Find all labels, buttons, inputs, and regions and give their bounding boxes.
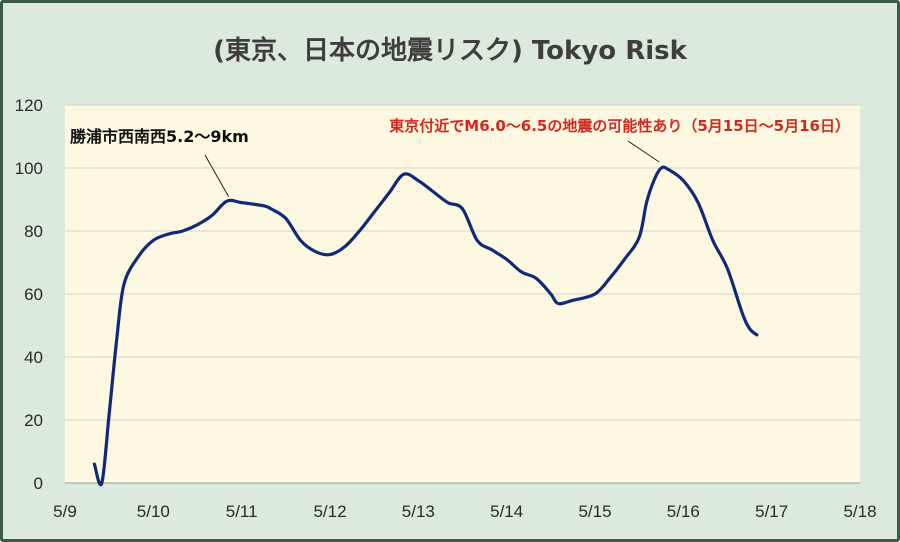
y-tick-label: 20 [24, 411, 43, 430]
x-tick-label: 5/18 [843, 502, 876, 521]
series-line [92, 165, 759, 487]
annotation-tokyo-m6: 東京付近でM6.0～6.5の地震の可能性あり（5月15日～5月16日） [389, 117, 850, 135]
x-tick-label: 5/15 [578, 502, 611, 521]
x-tick-label: 5/12 [313, 502, 346, 521]
x-tick-label: 5/13 [402, 502, 435, 521]
y-tick-label: 80 [24, 222, 43, 241]
gridlines [65, 104, 860, 484]
y-tick-label: 120 [15, 96, 43, 115]
annotation-leader-line [627, 140, 660, 163]
y-tick-label: 0 [34, 474, 43, 493]
chart-title: (東京、日本の地震リスク) Tokyo Risk [213, 36, 687, 66]
x-tick-label: 5/16 [667, 502, 700, 521]
x-tick-label: 5/11 [226, 502, 258, 521]
y-axis-ticks: 0 20 40 60 80 100 120 [15, 96, 43, 493]
annotation-leader-line [204, 154, 230, 197]
x-axis-ticks: 5/9 5/10 5/11 5/12 5/13 5/14 5/15 5/16 5/17 5/18 [53, 502, 876, 521]
x-tick-label: 5/14 [490, 502, 523, 521]
annotations: 勝浦市西南西5.2～9km 東京付近でM6.0～6.5の地震の可能性あり（5月15… [70, 117, 850, 197]
y-tick-label: 100 [15, 159, 43, 178]
x-tick-label: 5/17 [755, 502, 788, 521]
annotation-katsuura: 勝浦市西南西5.2～9km [70, 127, 249, 146]
x-tick-label: 5/10 [137, 502, 170, 521]
y-tick-label: 60 [24, 285, 43, 304]
y-tick-label: 40 [24, 348, 43, 367]
x-tick-label: 5/9 [53, 502, 77, 521]
